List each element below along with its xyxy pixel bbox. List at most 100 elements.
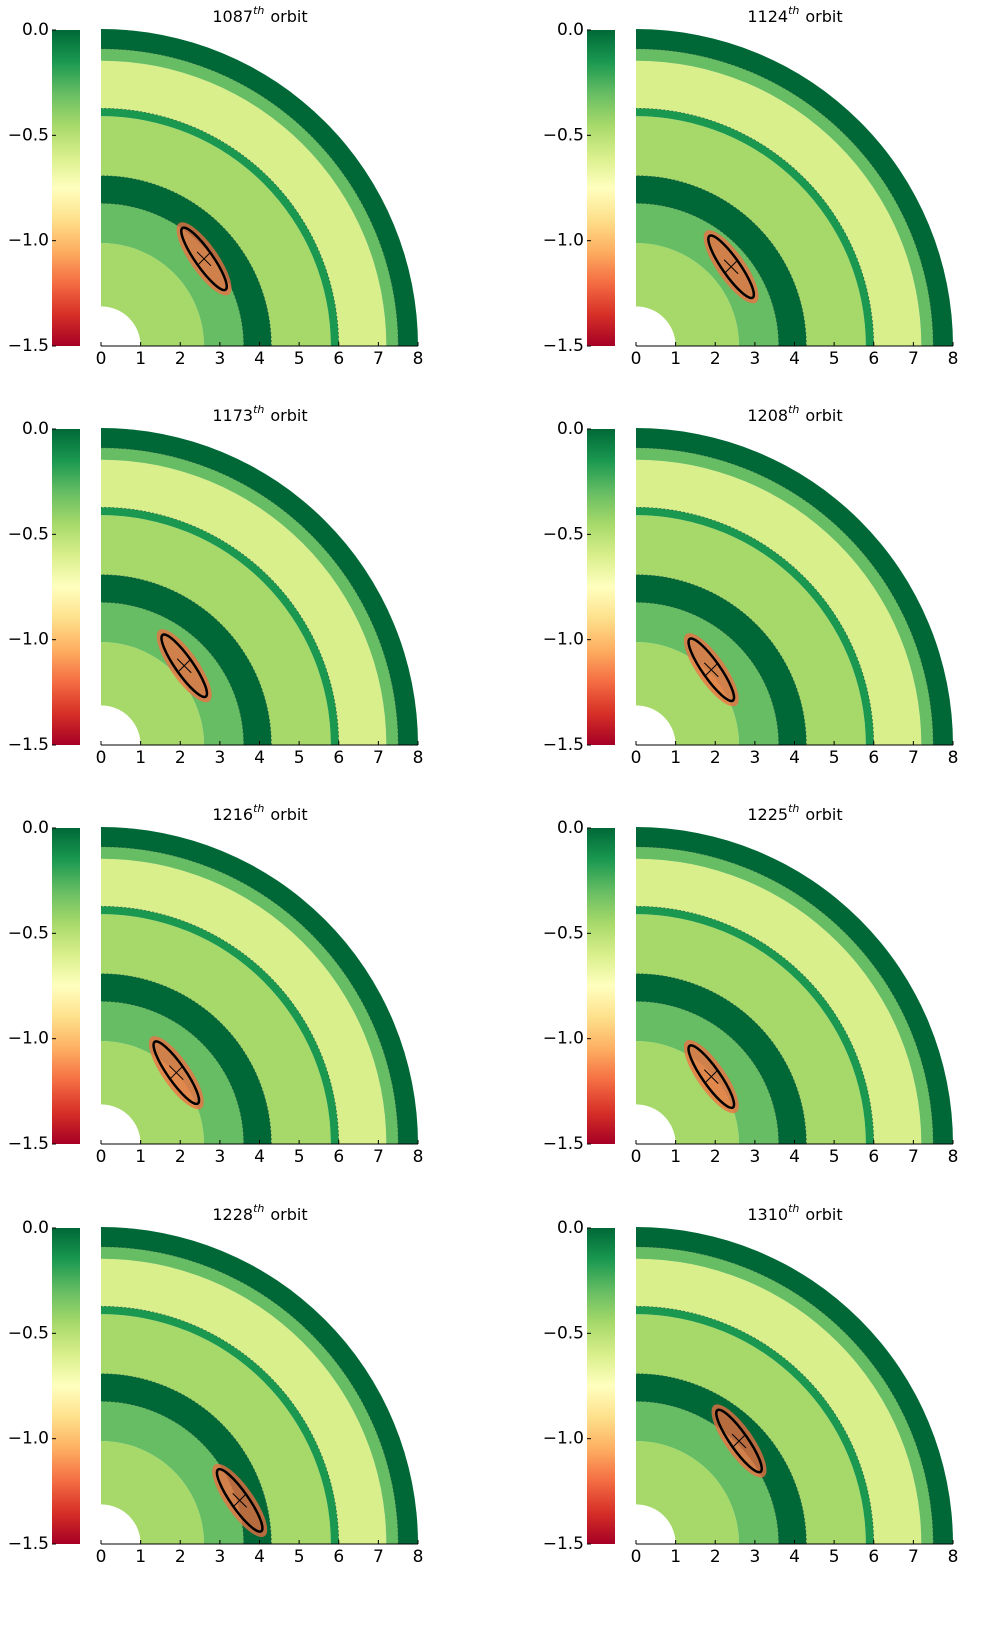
x-tick-label: 8 — [948, 1547, 959, 1567]
colorbar-tick-label: −1.5 — [8, 1134, 49, 1154]
x-tick-label: 5 — [829, 1147, 840, 1167]
ring-boundary — [635, 1001, 779, 1145]
x-tick-label: 4 — [789, 349, 800, 369]
disk-ring — [101, 1227, 418, 1544]
disk-ring — [636, 602, 779, 745]
ring-boundary — [100, 1246, 399, 1545]
disk-ring — [636, 203, 779, 346]
disk-ring — [101, 459, 387, 745]
colorbar-tick-label: 0.0 — [22, 818, 49, 838]
ring-boundary — [100, 574, 272, 746]
x-tick-label: 2 — [175, 349, 186, 369]
x-tick-label: 8 — [948, 349, 959, 369]
colorbar-tick-label: −0.5 — [543, 1323, 584, 1343]
colorbar-tick-label: −1.5 — [543, 336, 584, 356]
disk-ring — [101, 116, 331, 346]
colorbar-tick-label: −1.0 — [543, 1429, 584, 1449]
colorbar — [52, 30, 80, 346]
x-tick-label: 6 — [868, 1547, 879, 1567]
x-tick-label: 3 — [214, 349, 225, 369]
x-tick-label: 3 — [214, 1547, 225, 1567]
x-tick-label: 2 — [175, 1547, 186, 1567]
disk-ring — [101, 641, 205, 745]
disk-ring — [636, 1227, 953, 1544]
x-tick-label: 8 — [413, 748, 424, 768]
ring-boundary — [100, 1001, 244, 1145]
x-tick-label: 6 — [333, 1147, 344, 1167]
ring-boundary — [100, 973, 272, 1145]
x-tick-label: 3 — [749, 1147, 760, 1167]
disk-ring — [101, 175, 272, 346]
colorbar-tick-label: −0.5 — [543, 125, 584, 145]
title-word: orbit — [805, 805, 842, 824]
colorbar-tick-label: −0.5 — [8, 524, 49, 544]
center-cross — [176, 658, 192, 674]
colorbar-tick-label: −1.0 — [8, 630, 49, 650]
ring-boundary — [635, 846, 934, 1145]
x-tick-label: 5 — [829, 1547, 840, 1567]
disk-ring — [101, 1440, 205, 1544]
colorbar — [52, 429, 80, 745]
colorbar — [587, 828, 615, 1144]
title-number: 1173 — [212, 406, 253, 425]
disk-ring — [636, 116, 866, 346]
x-tick-label: 3 — [214, 1147, 225, 1167]
disk-ring — [101, 1314, 331, 1544]
disk-ring — [636, 175, 807, 346]
x-tick-label: 5 — [294, 349, 305, 369]
disk-ring — [101, 1040, 205, 1144]
panel-title: 1310th orbit — [747, 1202, 842, 1224]
x-tick-label: 7 — [373, 1547, 384, 1567]
center-cross — [703, 662, 719, 678]
x-tick-label: 1 — [670, 1147, 681, 1167]
disk-ring — [101, 973, 272, 1144]
colorbar-tick-label: −1.5 — [8, 336, 49, 356]
x-tick-label: 5 — [294, 1147, 305, 1167]
ring-boundary — [635, 973, 807, 1145]
panel-title: 1225th orbit — [747, 802, 842, 824]
disk-ring — [636, 242, 740, 346]
x-tick-label: 2 — [175, 748, 186, 768]
colorbar-tick-label: −0.5 — [543, 923, 584, 943]
colorbar-tick-label: −0.5 — [543, 524, 584, 544]
disk-ring — [636, 60, 922, 346]
colorbar-tick-label: −1.0 — [8, 231, 49, 251]
title-word: orbit — [270, 406, 307, 425]
x-tick-label: 8 — [413, 349, 424, 369]
x-tick-label: 6 — [333, 748, 344, 768]
x-tick-label: 4 — [254, 1547, 265, 1567]
panel: 0.0 −0.5 −1.0 −1.5 0 1 2 3 4 5 6 7 8 1173th orbit — [8, 403, 424, 768]
title-superscript: th — [253, 802, 264, 815]
x-tick-label: 1 — [135, 1147, 146, 1167]
title-word: orbit — [805, 7, 842, 26]
title-number: 1310 — [747, 1205, 788, 1224]
x-tick-label: 7 — [908, 748, 919, 768]
ring-boundary — [635, 48, 934, 347]
contour — [687, 637, 736, 703]
x-tick-label: 7 — [908, 1547, 919, 1567]
x-tick-label: 8 — [413, 1147, 424, 1167]
colorbar-tick-label: 0.0 — [22, 20, 49, 40]
disk-ring — [101, 1001, 244, 1144]
contour — [707, 234, 756, 300]
ring-boundary — [100, 846, 399, 1145]
colorbar-tick-label: −0.5 — [8, 1323, 49, 1343]
ring-boundary — [635, 175, 807, 347]
x-tick-label: 4 — [789, 748, 800, 768]
x-tick-label: 3 — [749, 349, 760, 369]
title-superscript: th — [253, 1202, 264, 1215]
x-tick-label: 7 — [908, 1147, 919, 1167]
x-tick-label: 4 — [254, 1147, 265, 1167]
x-tick-label: 4 — [789, 1147, 800, 1167]
ring-boundary — [635, 1373, 807, 1545]
title-superscript: th — [788, 1202, 799, 1215]
x-tick-label: 6 — [333, 349, 344, 369]
disk-ring — [636, 1401, 779, 1544]
disk-ring — [636, 515, 866, 745]
panel: 0.0 −0.5 −1.0 −1.5 0 1 2 3 4 5 6 7 8 1208th orbit — [543, 403, 959, 768]
ring-boundary — [635, 1246, 934, 1545]
disk-ring — [101, 428, 418, 745]
x-tick-label: 1 — [670, 1547, 681, 1567]
x-tick-label: 3 — [214, 748, 225, 768]
